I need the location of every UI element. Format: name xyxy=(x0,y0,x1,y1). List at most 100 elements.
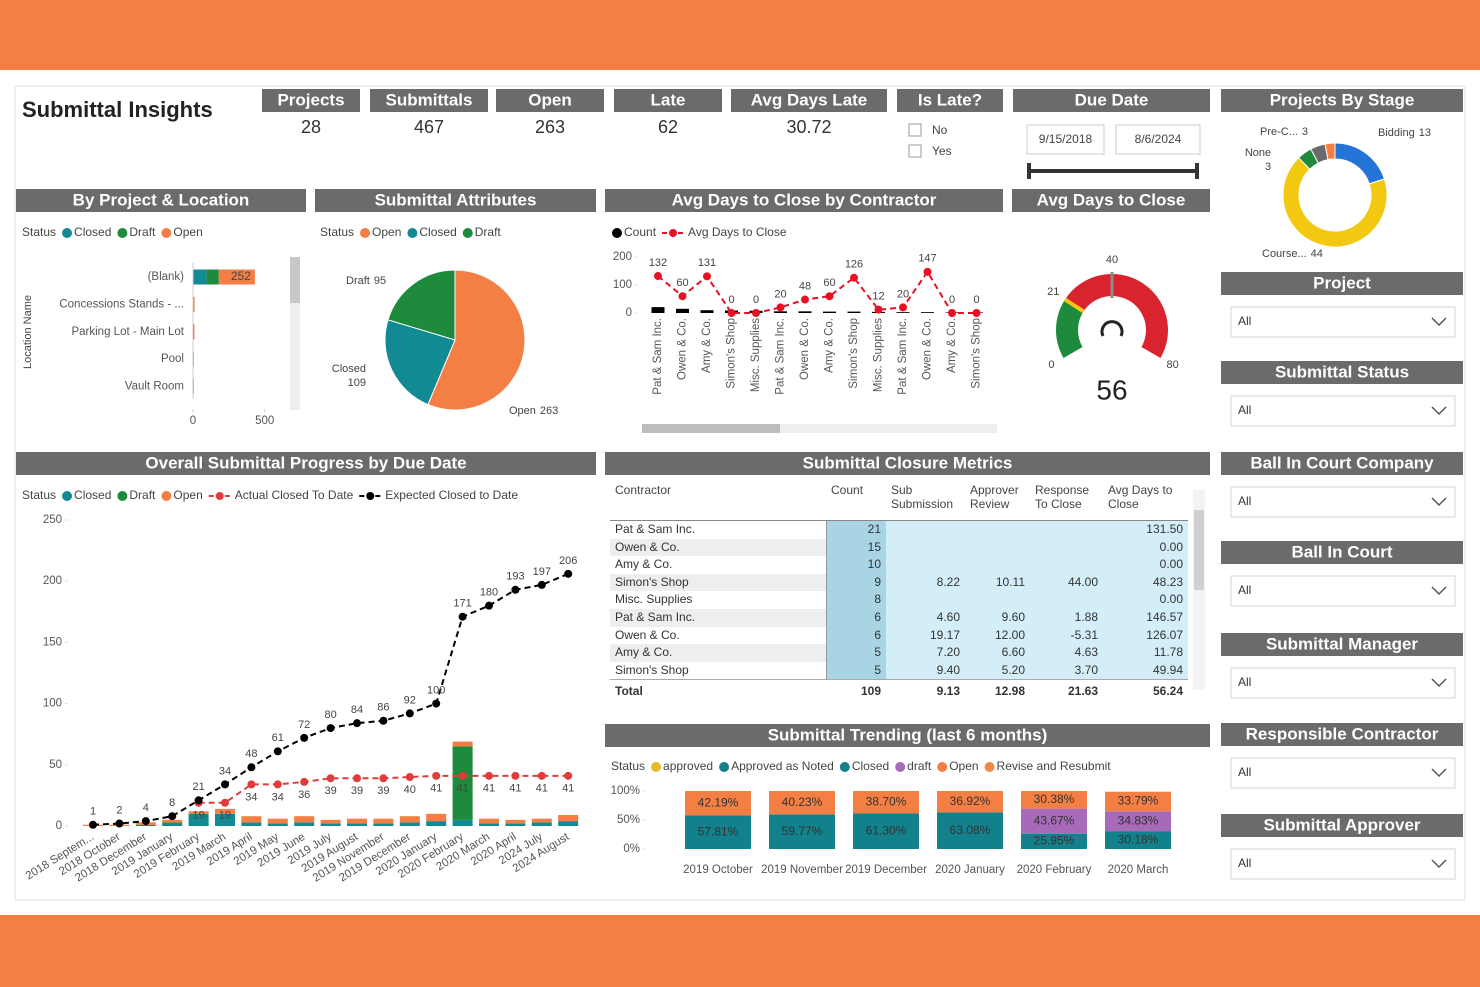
x-tick-label: Simon's Shop xyxy=(848,318,860,389)
scrollbar-thumb[interactable] xyxy=(290,257,300,303)
bar-segment xyxy=(700,310,714,313)
legend-marker xyxy=(161,228,172,238)
slice-value: 263 xyxy=(540,405,558,417)
point xyxy=(537,771,546,780)
section-title: Overall Submittal Progress by Due Date xyxy=(145,453,466,472)
bar-segment xyxy=(774,311,787,313)
table-scrollbar-thumb[interactable] xyxy=(1194,510,1204,590)
data-label: 21 xyxy=(192,781,204,793)
dropdown[interactable] xyxy=(1230,848,1456,880)
section-header xyxy=(1221,452,1463,475)
column-header: Approver Review xyxy=(965,480,1030,521)
x-tick-label: Amy & Co. xyxy=(824,318,836,373)
gauge-band xyxy=(1065,273,1169,358)
bar-segment xyxy=(399,816,420,823)
y-tick-label: 100 xyxy=(43,698,62,710)
point xyxy=(776,303,785,312)
dropdown[interactable] xyxy=(1230,757,1456,789)
table-cell: 9.60 xyxy=(965,608,1030,627)
section-title: Submittal Attributes xyxy=(375,190,537,209)
point xyxy=(379,774,388,783)
checkbox[interactable] xyxy=(908,123,922,137)
y-tick-label: 250 xyxy=(43,514,62,526)
bar-segment xyxy=(937,791,1003,813)
bar-segment xyxy=(135,824,156,826)
bar-segment xyxy=(162,819,183,823)
data-label: 4 xyxy=(143,802,149,814)
category-label: Concessions Stands - ... xyxy=(59,298,184,310)
table-row: Amy & Co. 10 0.00 xyxy=(610,556,1188,574)
data-label: 61.30% xyxy=(866,823,907,837)
point xyxy=(899,303,907,312)
point xyxy=(485,601,493,610)
bar-segment xyxy=(896,312,910,313)
table-cell: 6.60 xyxy=(965,644,1030,662)
section-header xyxy=(605,452,1210,475)
data-label: 63.08% xyxy=(950,823,991,837)
dropdown[interactable] xyxy=(1230,667,1456,699)
section-header xyxy=(1221,89,1463,112)
table-cell: 49.94 xyxy=(1103,661,1188,680)
legend-marker xyxy=(62,228,73,238)
data-label: 41 xyxy=(456,783,468,795)
legend-label: Approved as Noted xyxy=(731,759,834,773)
data-label: 42.19% xyxy=(698,795,739,809)
data-label: 147 xyxy=(918,253,936,265)
data-label: 180 xyxy=(480,587,498,599)
scrollbar-thumb[interactable] xyxy=(642,424,780,433)
data-label: 206 xyxy=(559,555,577,567)
report-title: Submittal Insights xyxy=(22,97,213,122)
date-input[interactable] xyxy=(1026,124,1105,155)
table-header-row: Contractor Count Sub Submission Approver Re… xyxy=(610,480,1188,521)
gauge-label: 21 xyxy=(1047,286,1059,298)
date-value: 9/15/2018 xyxy=(1039,132,1093,146)
bar-segment xyxy=(505,823,526,826)
table-cell xyxy=(886,556,965,574)
checkbox-label: No xyxy=(932,123,948,137)
legend-label: Expected Closed to Date xyxy=(385,488,518,502)
point xyxy=(537,580,546,589)
data-label: 72 xyxy=(298,719,310,731)
slice-label: Course... xyxy=(1262,248,1307,260)
data-label: 20 xyxy=(774,288,786,300)
slice-value: 3 xyxy=(1302,126,1308,138)
table-cell: 12.00 xyxy=(965,626,1030,645)
slider-handle[interactable] xyxy=(1027,163,1031,179)
data-label: 19 xyxy=(192,810,204,822)
dropdown[interactable] xyxy=(1230,486,1456,518)
section-title: Submittals xyxy=(386,90,473,109)
section-header xyxy=(614,89,722,112)
bar-segment xyxy=(267,818,288,824)
section-title: Projects By Stage xyxy=(1270,90,1415,109)
y-tick-label: 200 xyxy=(43,575,62,587)
checkbox[interactable] xyxy=(908,144,922,158)
column-header: Sub Submission xyxy=(886,480,965,521)
date-input[interactable] xyxy=(1115,124,1201,155)
legend-marker xyxy=(719,762,730,772)
data-label: 171 xyxy=(453,598,471,610)
point xyxy=(300,733,309,742)
dropdown[interactable] xyxy=(1230,395,1456,427)
gauge-center-icon xyxy=(1100,320,1124,337)
x-tick-label: Owen & Co. xyxy=(922,318,934,380)
table-cell: Owen & Co. xyxy=(610,538,827,557)
section-header xyxy=(1221,723,1463,746)
dropdown-value: All xyxy=(1238,314,1251,328)
column-header: Response To Close xyxy=(1030,480,1103,521)
legend-label: draft xyxy=(907,759,932,773)
data-label: 41 xyxy=(536,783,548,795)
gauge-label: 0 xyxy=(1048,359,1054,371)
slider-handle[interactable] xyxy=(1195,163,1199,179)
dropdown[interactable] xyxy=(1230,575,1456,607)
closure-metrics-table: Contractor Count Sub Submission Approver Re… xyxy=(610,480,1188,703)
table-body: Pat & Sam Inc. 21 131.50 Owen & Co. 15 0.00 Am… xyxy=(610,520,1188,703)
scrollbar-track xyxy=(290,257,300,410)
table-cell: 21 xyxy=(826,520,886,539)
point xyxy=(432,699,441,708)
table-cell: 15 xyxy=(826,538,886,557)
data-label: 86 xyxy=(377,702,389,714)
point xyxy=(972,309,981,317)
bar-segment xyxy=(531,822,552,826)
dropdown-chevron xyxy=(1431,586,1447,596)
dropdown[interactable] xyxy=(1230,306,1456,338)
